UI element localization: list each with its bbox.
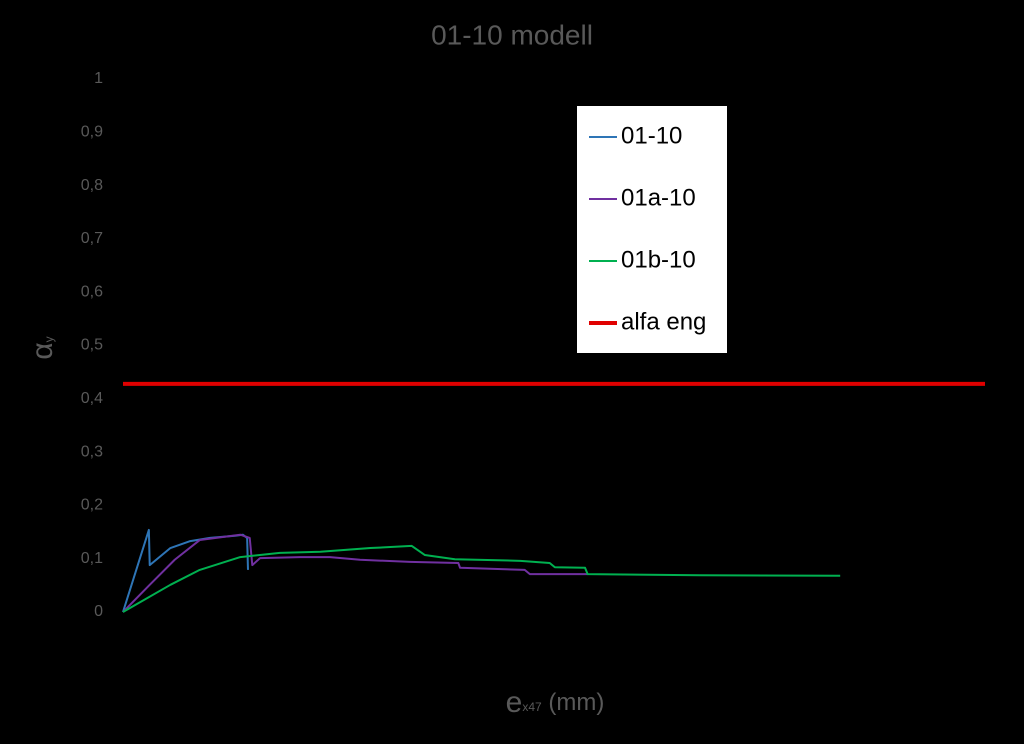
legend-label: alfa eng [621, 308, 706, 335]
y-axis-title-main: α [26, 342, 59, 359]
y-tick-label: 0,8 [81, 177, 103, 194]
series-line [122, 533, 588, 613]
y-axis-title-sub: y [42, 336, 56, 342]
y-tick-label: 0,5 [81, 337, 103, 354]
legend-label: 01b-10 [621, 246, 696, 273]
y-axis-title: αy [26, 336, 59, 359]
legend-box [577, 106, 727, 353]
y-tick-label: 0,1 [81, 550, 103, 567]
y-tick-label: 0 [94, 603, 103, 620]
y-tick-label: 0,4 [81, 390, 103, 407]
x-axis-title-sub: x47 [522, 700, 542, 714]
series-line [122, 544, 841, 613]
y-tick-label: 1 [94, 70, 103, 87]
y-tick-label: 0,7 [81, 230, 103, 247]
y-tick-label: 0,2 [81, 497, 103, 514]
x-axis-title-rest: (mm) [542, 689, 605, 716]
legend-label: 01-10 [621, 122, 682, 149]
y-tick-label: 0,9 [81, 124, 103, 141]
x-axis-title-main: e [506, 686, 523, 719]
y-tick-label: 0,6 [81, 283, 103, 300]
series-line [122, 528, 249, 613]
y-tick-label: 0,3 [81, 443, 103, 460]
x-axis-title: ex47 (mm) [506, 686, 605, 719]
chart-title: 01-10 modell [431, 19, 593, 50]
legend-label: 01a-10 [621, 184, 696, 211]
